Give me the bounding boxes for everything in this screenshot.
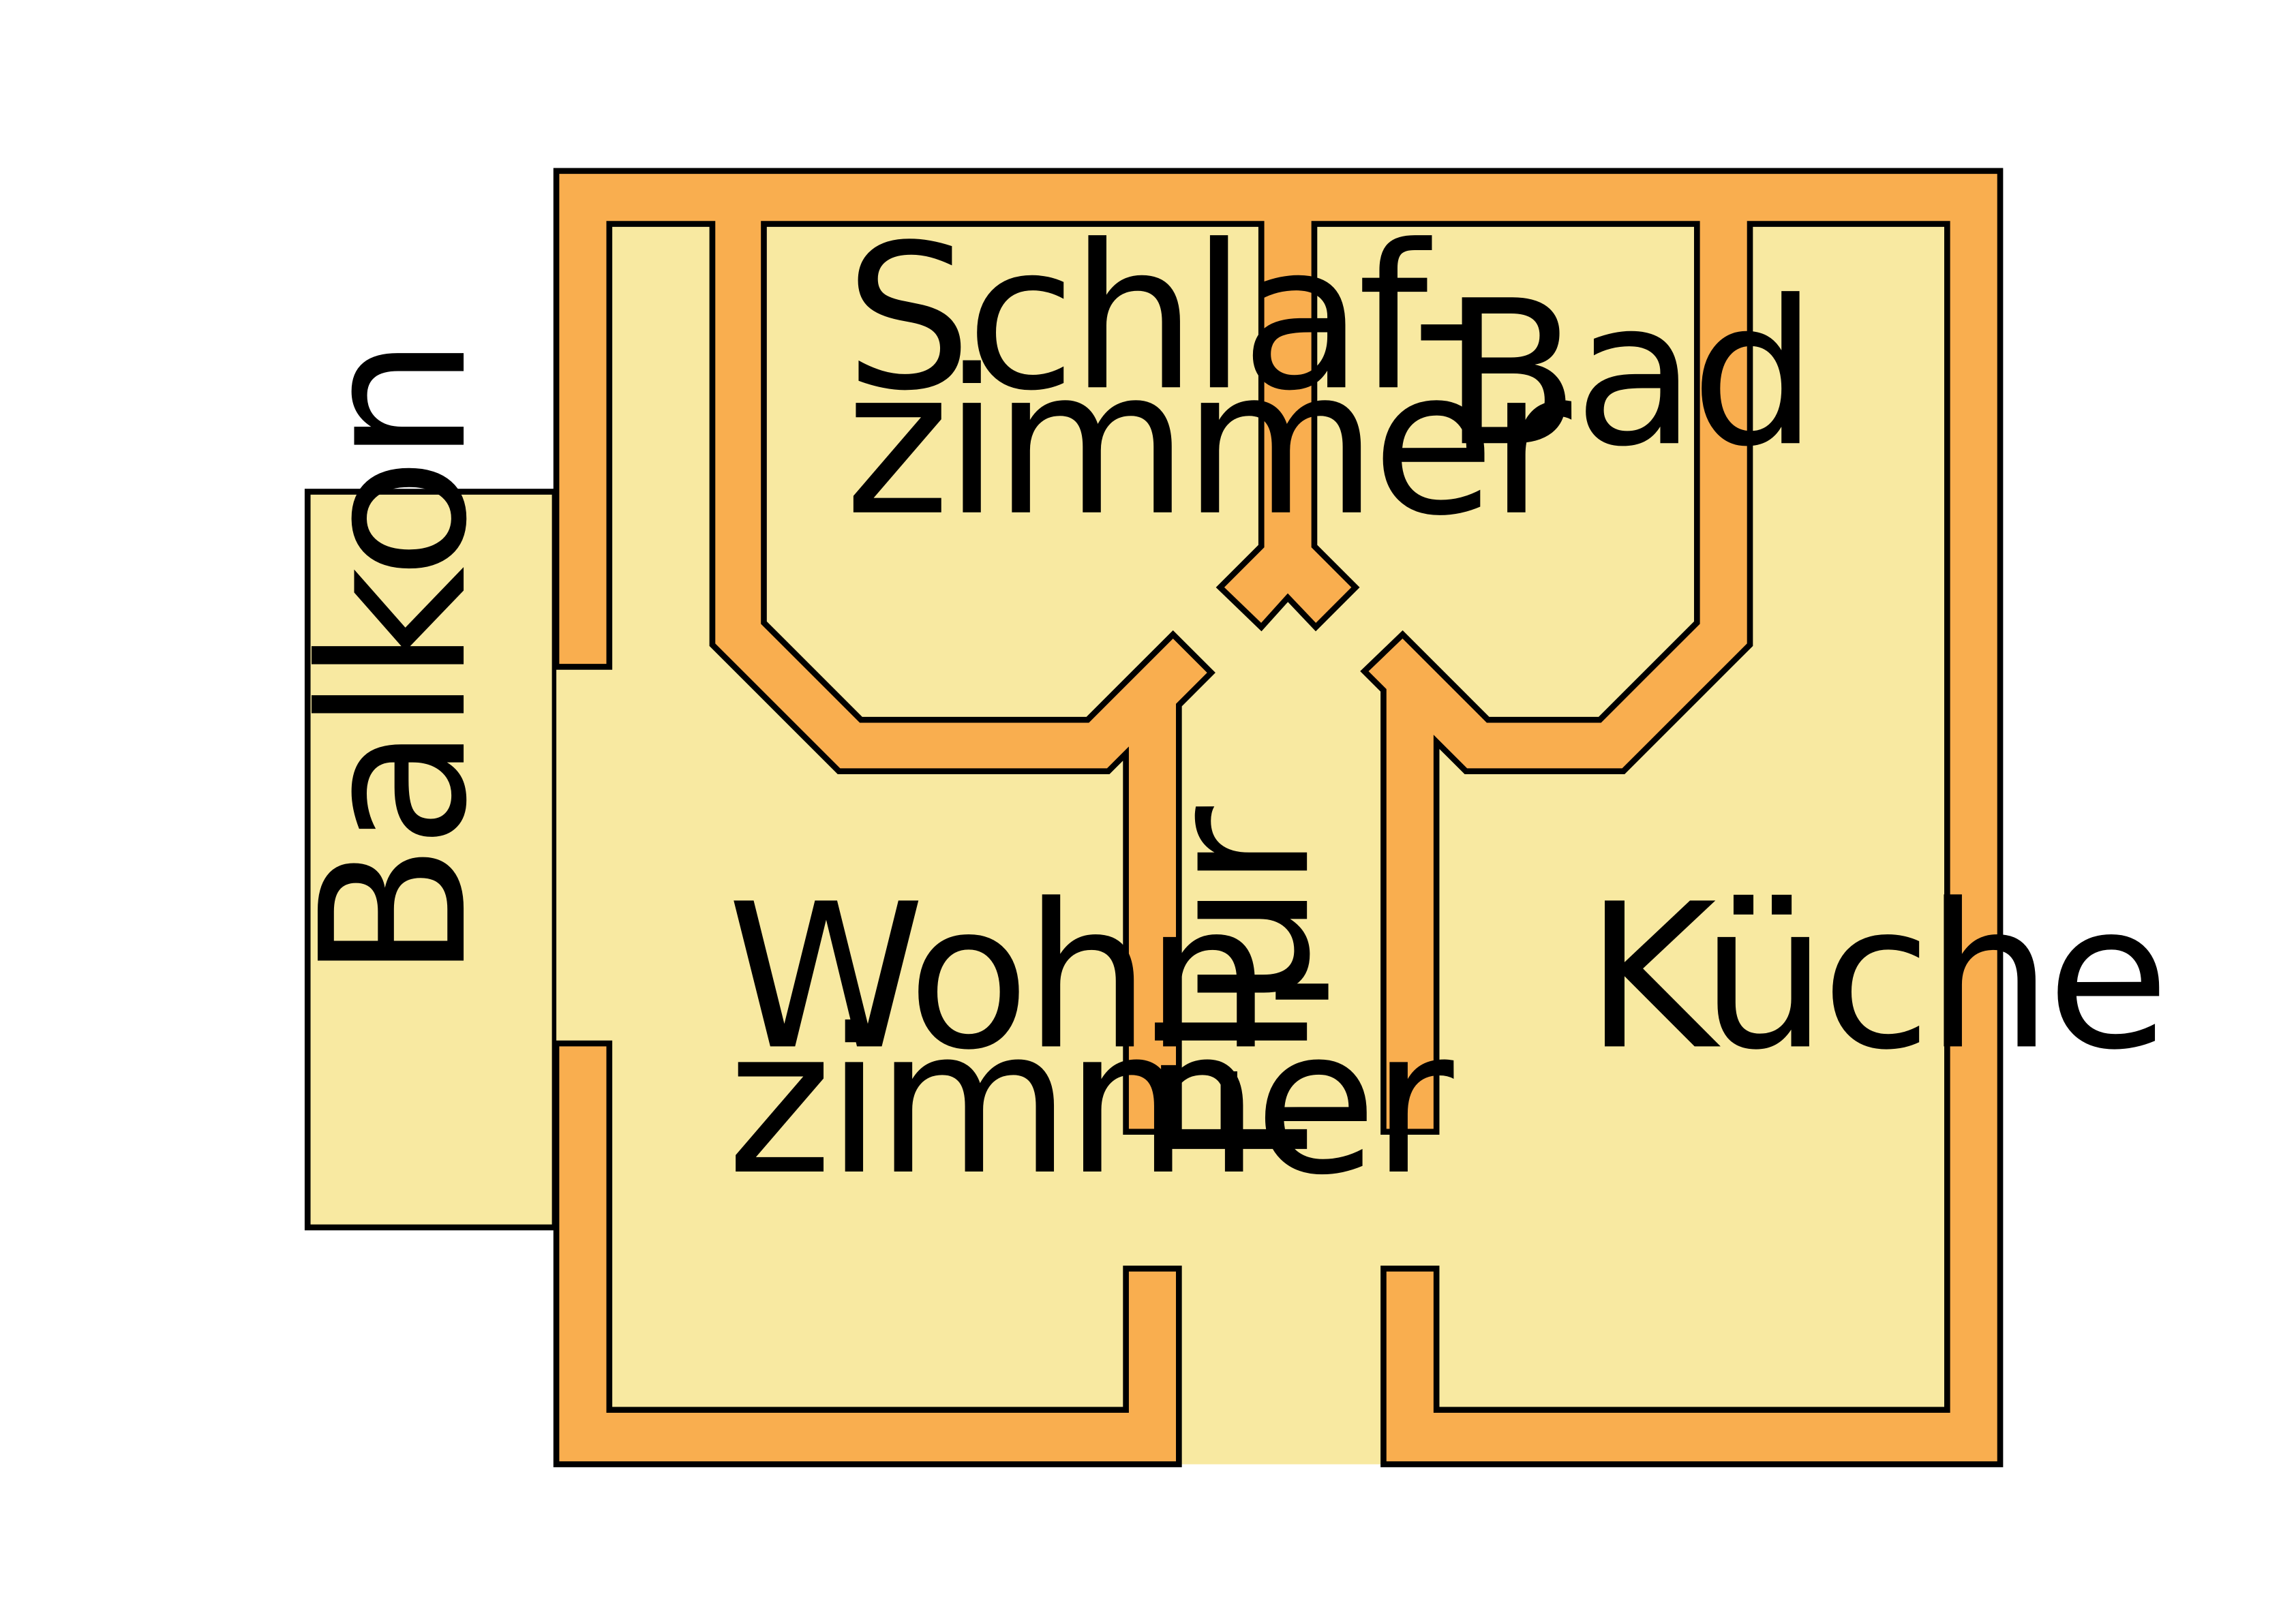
label-flur: Flur — [1121, 804, 1355, 1169]
walls — [553, 168, 2004, 1467]
label-schlafzimmer-line2: zimmer — [845, 327, 1573, 560]
outer-wall-top — [553, 168, 2004, 1467]
label-balkon: Balkon — [278, 342, 511, 980]
label-bad: Bad — [1442, 258, 1812, 491]
room-labels: Schlaf- zimmer Bad Wohn- zimmer Küche Fl… — [278, 202, 2170, 1219]
label-schlafzimmer-line1: Schlaf- — [845, 202, 1477, 435]
label-wohnzimmer-line1: Wohn- — [727, 861, 1333, 1094]
label-wohnzimmer-line2: zimmer — [727, 986, 1456, 1219]
label-kueche: Küche — [1585, 861, 2164, 1094]
wall-lower-left — [553, 1040, 1182, 1467]
balkon-area — [304, 489, 558, 1231]
